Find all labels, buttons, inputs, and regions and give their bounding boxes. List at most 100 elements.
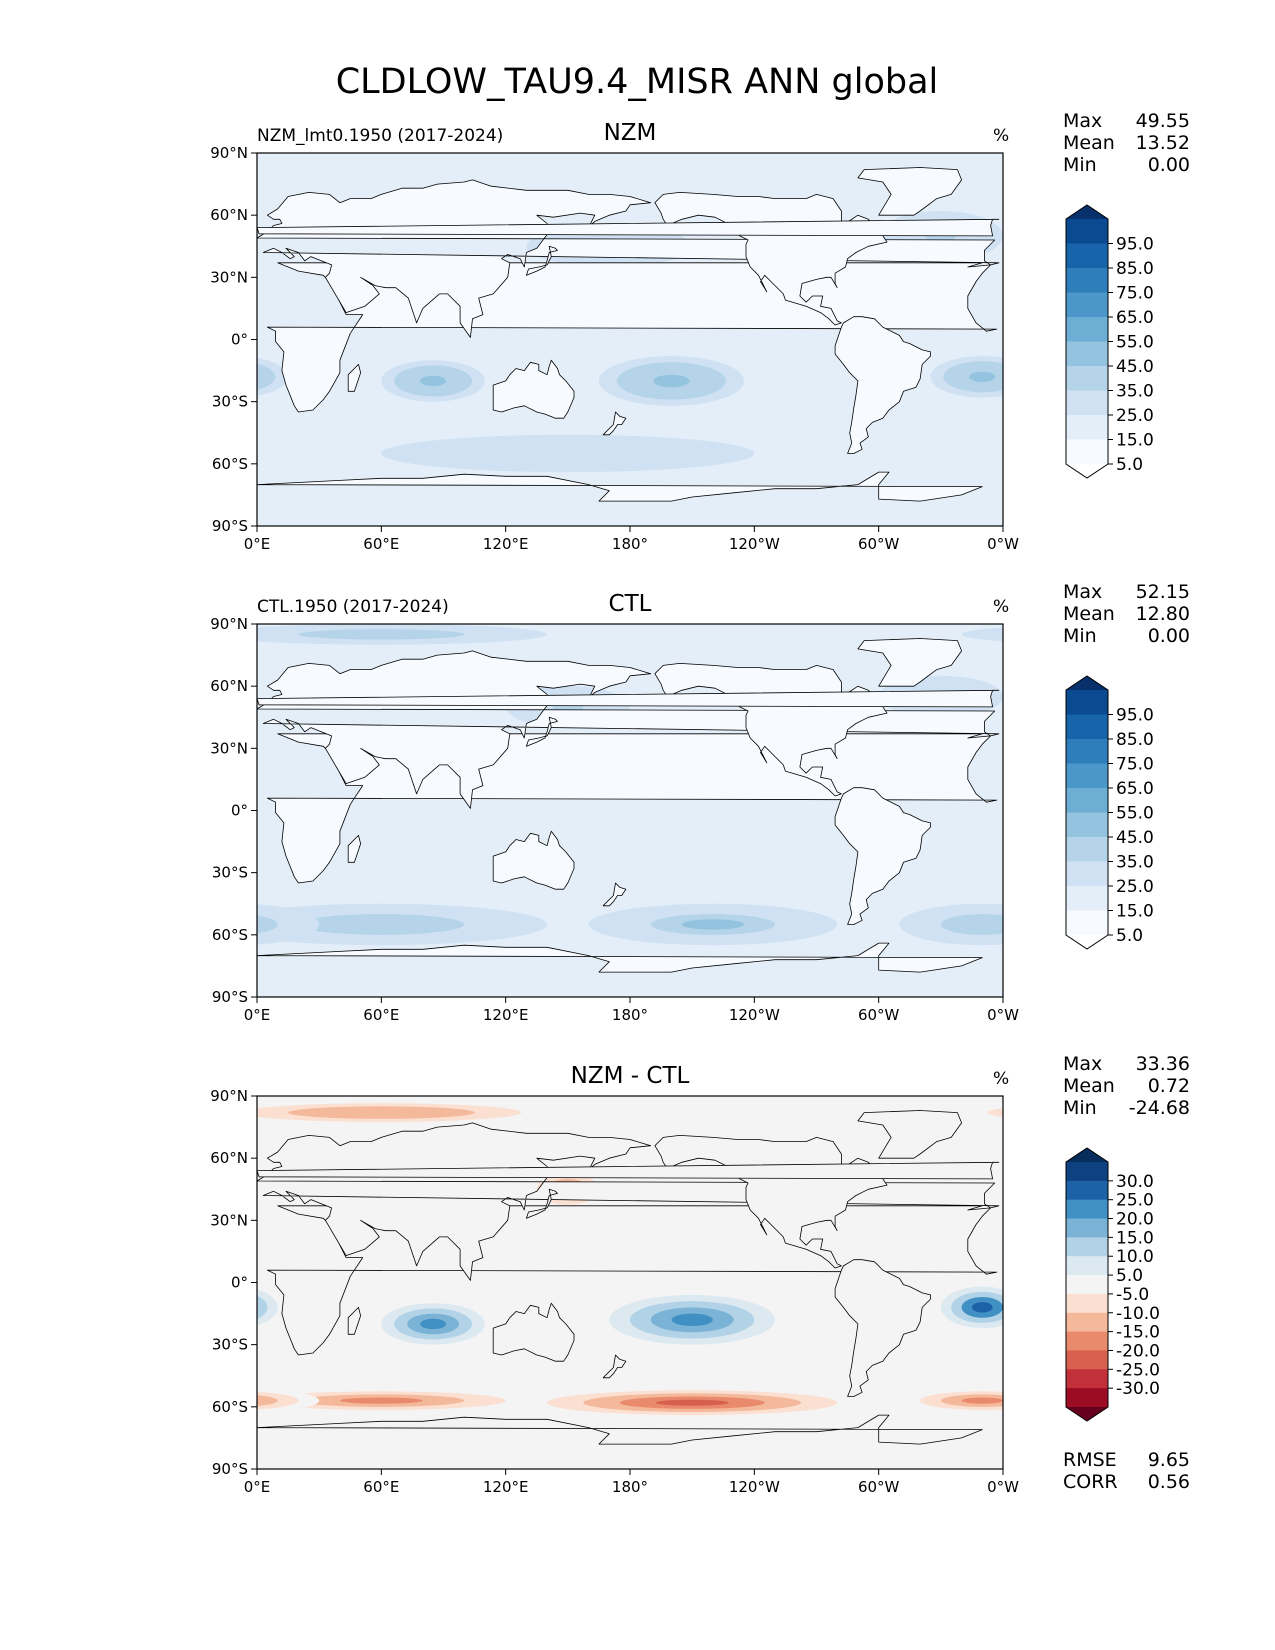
lon-tick-label: 60°E [363,1006,399,1024]
colorbar-tick-label: 95.0 [1116,235,1154,255]
data-region-1 [1153,1314,1205,1335]
colorbar-swatch [1066,1312,1108,1333]
coastline-eurasia [257,1122,1000,1281]
lat-tick-label: 90°N [210,615,248,633]
data-region-7 [0,1390,91,1415]
data-region-4 [179,691,210,701]
data-region-5 [339,631,423,637]
colorbar-swatch [1066,292,1108,318]
colorbar-swatch [1066,714,1108,740]
data-region-2 [969,371,996,382]
colorbar-tick-label: 85.0 [1116,259,1154,279]
colorbar-tick-label: 75.0 [1116,755,1154,775]
stat-label: Mean [1063,603,1115,625]
coastline-greenland [857,167,962,216]
stat-label: Mean [1063,1075,1115,1097]
lat-tick-label: 90°S [212,1460,248,1478]
lat-tick-label: 0° [231,331,248,349]
stat-label: Max [1063,581,1102,603]
colorbar-tick-label: -10.0 [1116,1304,1160,1324]
lon-tick-label: 0°E [244,1478,271,1496]
data-region-1 [420,375,447,387]
panel-title: CTL [609,591,652,617]
colorbar-swatch [1066,1293,1108,1314]
stat-value: 0.56 [1148,1471,1190,1493]
data-region-1 [0,909,60,940]
data-region-4 [81,1224,185,1257]
colorbar-tick-label: 5.0 [1116,1266,1143,1286]
stat-value: 0.72 [1148,1075,1190,1097]
lat-tick-label: 60°S [212,926,248,944]
lon-tick-label: 120°W [729,1006,780,1024]
stat-label: RMSE [1063,1449,1117,1471]
data-region-5 [0,435,8,472]
coastline-australia [492,1302,575,1362]
lon-tick-label: 60°W [858,1478,900,1496]
coastline-greenland [857,638,962,687]
data-region-6 [179,230,210,242]
data-region-7 [0,1396,19,1408]
lat-tick-label: 60°S [212,455,248,473]
data-region-1 [1166,1319,1192,1329]
data-region-1 [681,919,744,930]
colorbar-tick-label: 45.0 [1116,357,1154,377]
data-region-0 [653,374,690,388]
stat-value: 0.00 [1148,625,1190,647]
stat-value: 12.80 [1136,603,1190,625]
colorbar-swatch [1066,739,1108,764]
colorbar-swatch [1066,1275,1108,1295]
colorbar-tick-label: 55.0 [1116,333,1154,353]
lat-tick-label: 90°S [212,517,248,535]
coastline-japan [526,716,558,747]
colorbar-tick-label: 5.0 [1116,926,1143,946]
data-region-2 [961,919,1003,930]
coastline-britain [257,1161,1000,1180]
data-region-5 [1003,627,1252,643]
colorbar-swatch [1066,1237,1108,1257]
colorbar-tick-label: -25.0 [1116,1360,1160,1380]
panel-subtitle: CTL.1950 (2017-2024) [257,597,449,617]
colorbar-swatch [1066,861,1108,887]
colorbar-swatch [1066,317,1108,342]
data-region-6 [339,1397,423,1404]
colorbar-swatch [1066,1369,1108,1389]
stat-value: 33.36 [1136,1053,1190,1075]
lon-tick-label: 0°W [987,1478,1019,1496]
colorbar-tick-label: 75.0 [1116,284,1154,304]
lon-tick-label: 120°E [483,535,529,553]
colorbar-swatch [1066,268,1108,293]
data-region-0 [0,1295,29,1345]
colorbar-tick-label: 55.0 [1116,804,1154,824]
lat-tick-label: 30°S [212,864,248,882]
stat-value: -24.68 [1129,1097,1190,1119]
lat-tick-label: 60°N [210,1149,248,1167]
stat-label: CORR [1063,1471,1118,1493]
data-region-2 [226,1302,247,1312]
lon-tick-label: 120°W [729,535,780,553]
lon-tick-label: 0°W [987,535,1019,553]
stat-label: Mean [1063,132,1115,154]
coastline-newZealand [602,1354,627,1379]
stat-value: 0.00 [1148,154,1190,176]
coastline-antarctica [257,1414,983,1469]
map-field [0,1096,1205,1469]
map-panel-1: 90°N 60°N 30°N 0° 30°S 60°S 90°S0°E 60°E 120°E 18… [0,581,1252,1024]
data-region-2 [971,1302,993,1313]
data-region-6 [164,223,226,248]
data-region-1 [420,1318,447,1330]
data-region-4 [120,1237,146,1245]
data-region-2 [223,372,249,382]
lon-tick-label: 180° [612,1006,648,1024]
lat-tick-label: 30°N [210,268,248,286]
data-region-2 [257,363,276,390]
colorbar-tick-label: 25.0 [1116,1191,1154,1211]
colorbar-under [1066,1407,1108,1421]
colorbar-swatch [1066,910,1108,936]
colorbar-under [1066,464,1108,478]
colorbar-tick-label: -5.0 [1116,1285,1149,1305]
colorbar-swatch [1066,341,1108,367]
lat-tick-label: 30°S [212,1336,248,1354]
coastline-antarctica [257,471,983,526]
data-region-5 [1252,447,1275,459]
colorbar-swatch [1066,812,1108,838]
